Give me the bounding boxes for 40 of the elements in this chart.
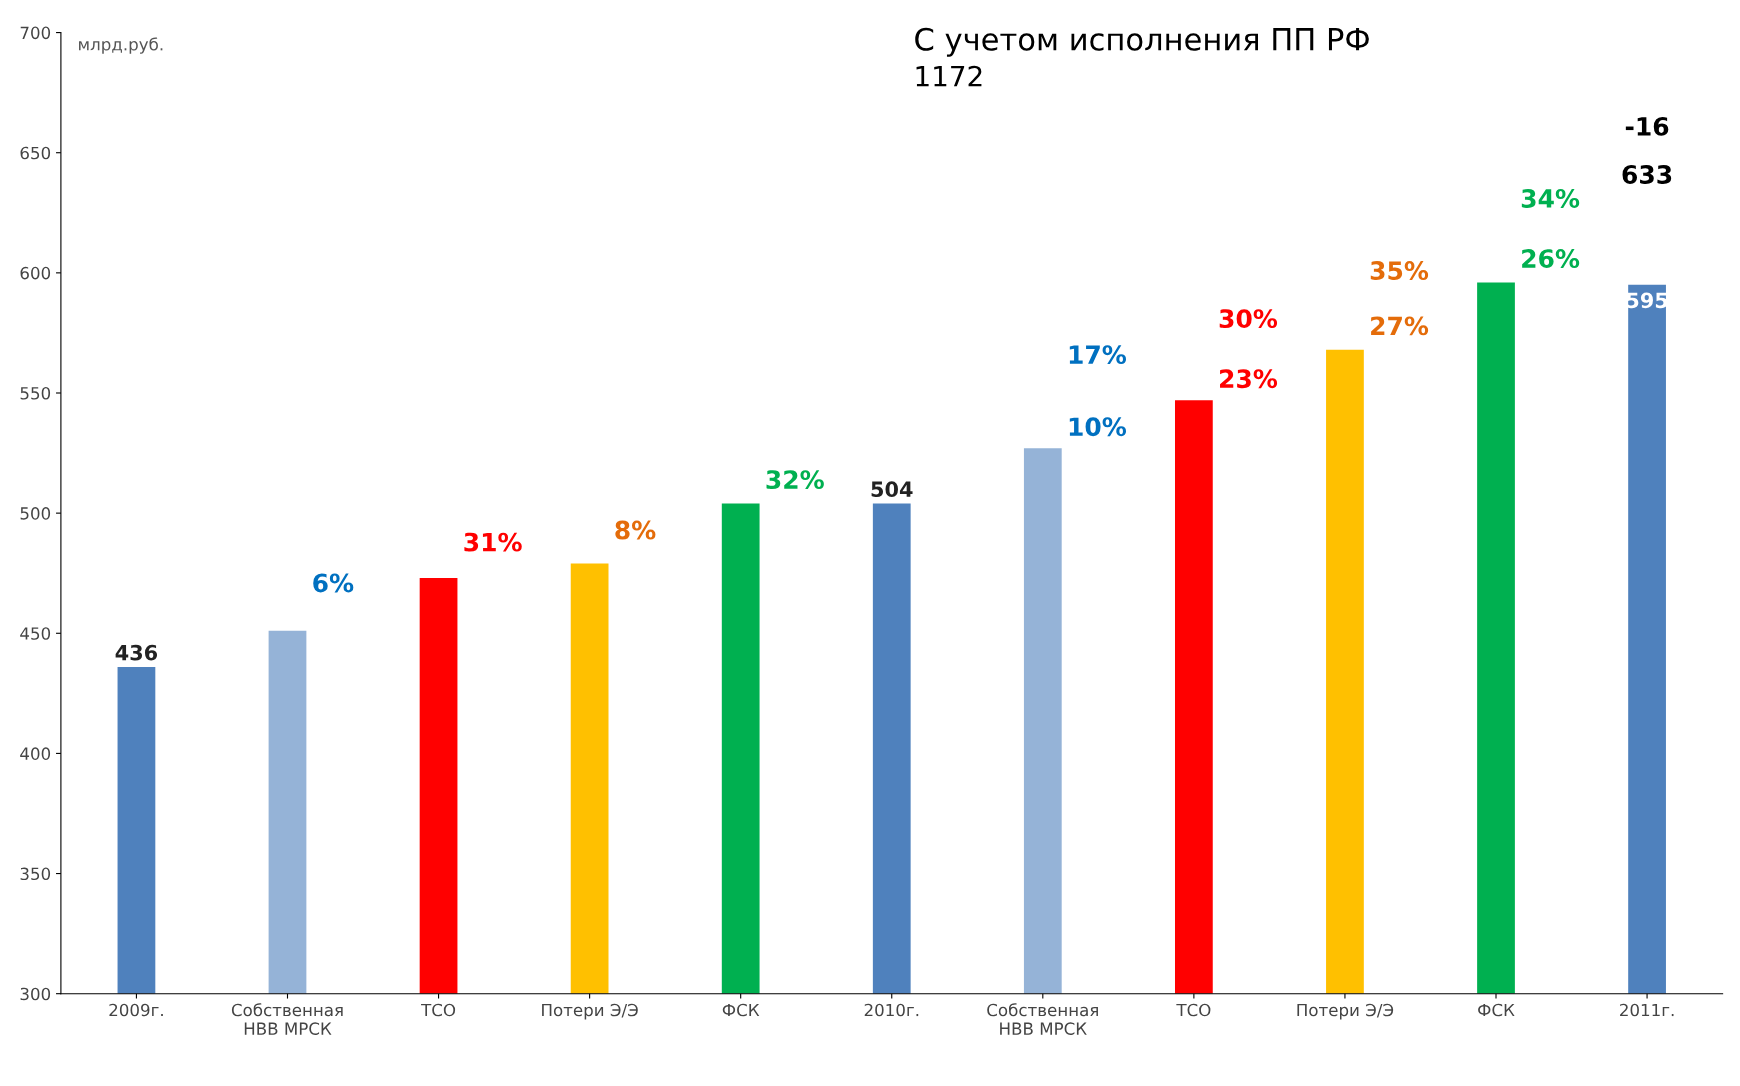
annotation: -16 bbox=[1625, 116, 1669, 136]
x-tick-label: 2010г. bbox=[864, 1003, 919, 1017]
x-tick-label: Собственная НВВ МРСК bbox=[231, 1003, 343, 1035]
text: 1172 bbox=[916, 65, 982, 87]
y-tick-label: 350 bbox=[20, 867, 51, 881]
annotation: 10% bbox=[1069, 417, 1127, 437]
annotation: 35% bbox=[1370, 261, 1429, 281]
data-label: 595 bbox=[1626, 292, 1668, 309]
annotation: 27% bbox=[1371, 316, 1429, 336]
annotation: 34% bbox=[1521, 189, 1580, 208]
annotation: 31% bbox=[464, 532, 522, 552]
annotation: 8% bbox=[615, 520, 656, 540]
y-tick-label: 300 bbox=[20, 987, 51, 1001]
annotation: 26% bbox=[1522, 249, 1580, 269]
y-tick-label: 650 bbox=[20, 146, 51, 160]
y-axis-title: млрд.руб. bbox=[79, 37, 163, 54]
x-tick-label: 2011г. bbox=[1620, 1003, 1674, 1017]
annotation: 32% bbox=[766, 470, 824, 490]
y-tick-label: 400 bbox=[20, 747, 51, 760]
y-tick-label: 550 bbox=[20, 386, 51, 400]
x-tick-label: 2009г. bbox=[109, 1003, 163, 1017]
x-tick-label: Потери Э/Э bbox=[542, 1003, 638, 1020]
y-tick-label: 450 bbox=[20, 627, 51, 640]
data-label: 504 bbox=[871, 481, 913, 498]
annotation: 633 bbox=[1622, 165, 1672, 184]
y-tick-label: 600 bbox=[20, 266, 51, 280]
annotation: 6% bbox=[313, 573, 354, 593]
annotation: 23% bbox=[1220, 369, 1278, 389]
x-tick-label: ФСК bbox=[1478, 1003, 1515, 1017]
x-tick-label: Потери Э/Э bbox=[1297, 1003, 1394, 1020]
x-tick-label: ТСО bbox=[421, 1003, 456, 1017]
data-label: 436 bbox=[115, 644, 158, 661]
chart-title: С учетом исполнения ПП РФ bbox=[915, 27, 1369, 57]
x-tick-label: ТСО bbox=[1176, 1003, 1211, 1017]
annotation: 17% bbox=[1069, 345, 1127, 365]
y-tick-label: 500 bbox=[20, 507, 51, 520]
annotation: 30% bbox=[1219, 309, 1278, 329]
y-tick-label: 700 bbox=[20, 26, 51, 40]
x-tick-label: Собственная НВВ МРСК bbox=[987, 1003, 1098, 1035]
x-tick-label: ФСК bbox=[722, 1003, 760, 1017]
